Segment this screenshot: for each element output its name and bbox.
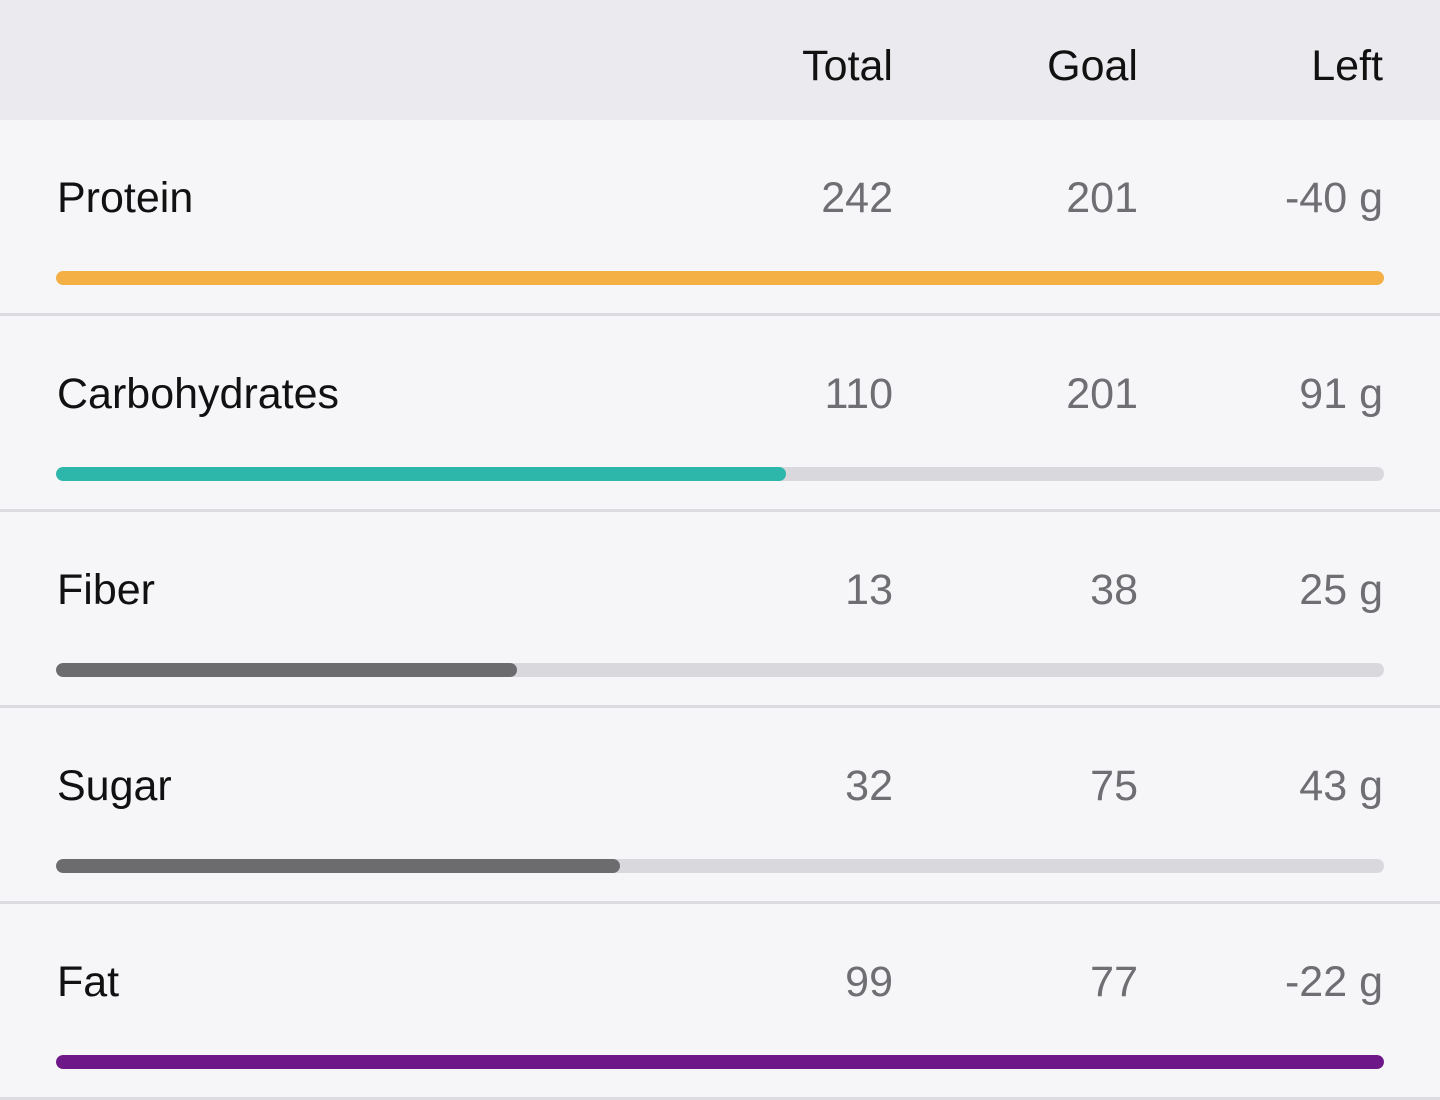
nutrient-total: 242 <box>821 174 893 222</box>
table-header: Total Goal Left <box>0 0 1440 120</box>
nutrient-goal: 38 <box>1090 566 1138 614</box>
nutrient-row: Fiber 13 38 25 g <box>0 512 1440 708</box>
progress-track <box>56 859 1384 873</box>
nutrient-name: Sugar <box>57 762 172 810</box>
nutrient-name: Fiber <box>57 566 155 614</box>
progress-track <box>56 271 1384 285</box>
nutrient-left: -40 g <box>1284 174 1383 222</box>
nutrient-goal: 201 <box>1066 174 1138 222</box>
nutrient-left: -22 g <box>1284 958 1383 1006</box>
nutrient-total: 99 <box>845 958 893 1006</box>
nutrient-row: Carbohydrates 110 201 91 g <box>0 316 1440 512</box>
column-header: Total <box>802 42 893 90</box>
nutrient-left: 43 g <box>1299 762 1383 810</box>
nutrient-row: Protein 242 201 -40 g <box>0 120 1440 316</box>
nutrient-row: Fat 99 77 -22 g <box>0 904 1440 1100</box>
progress-track <box>56 663 1384 677</box>
nutrient-name: Protein <box>57 174 194 222</box>
progress-track <box>56 467 1384 481</box>
nutrient-row: Sugar 32 75 43 g <box>0 708 1440 904</box>
nutrient-name: Carbohydrates <box>57 370 340 418</box>
nutrient-left: 91 g <box>1299 370 1383 418</box>
nutrient-total: 110 <box>824 370 893 418</box>
nutrient-left: 25 g <box>1299 566 1383 614</box>
column-header: Left <box>1311 42 1383 90</box>
column-header: Goal <box>1047 42 1138 90</box>
nutrient-total: 13 <box>845 566 893 614</box>
progress-fill <box>56 859 621 873</box>
progress-fill <box>56 1055 1384 1069</box>
progress-track <box>56 1055 1384 1069</box>
nutrient-goal: 77 <box>1090 958 1138 1006</box>
nutrient-goal: 201 <box>1066 370 1138 418</box>
nutrient-total: 32 <box>845 762 893 810</box>
progress-fill <box>56 467 787 481</box>
progress-fill <box>56 271 1384 285</box>
nutrient-goal: 75 <box>1090 762 1138 810</box>
nutrient-name: Fat <box>57 958 120 1006</box>
progress-fill <box>56 663 517 677</box>
